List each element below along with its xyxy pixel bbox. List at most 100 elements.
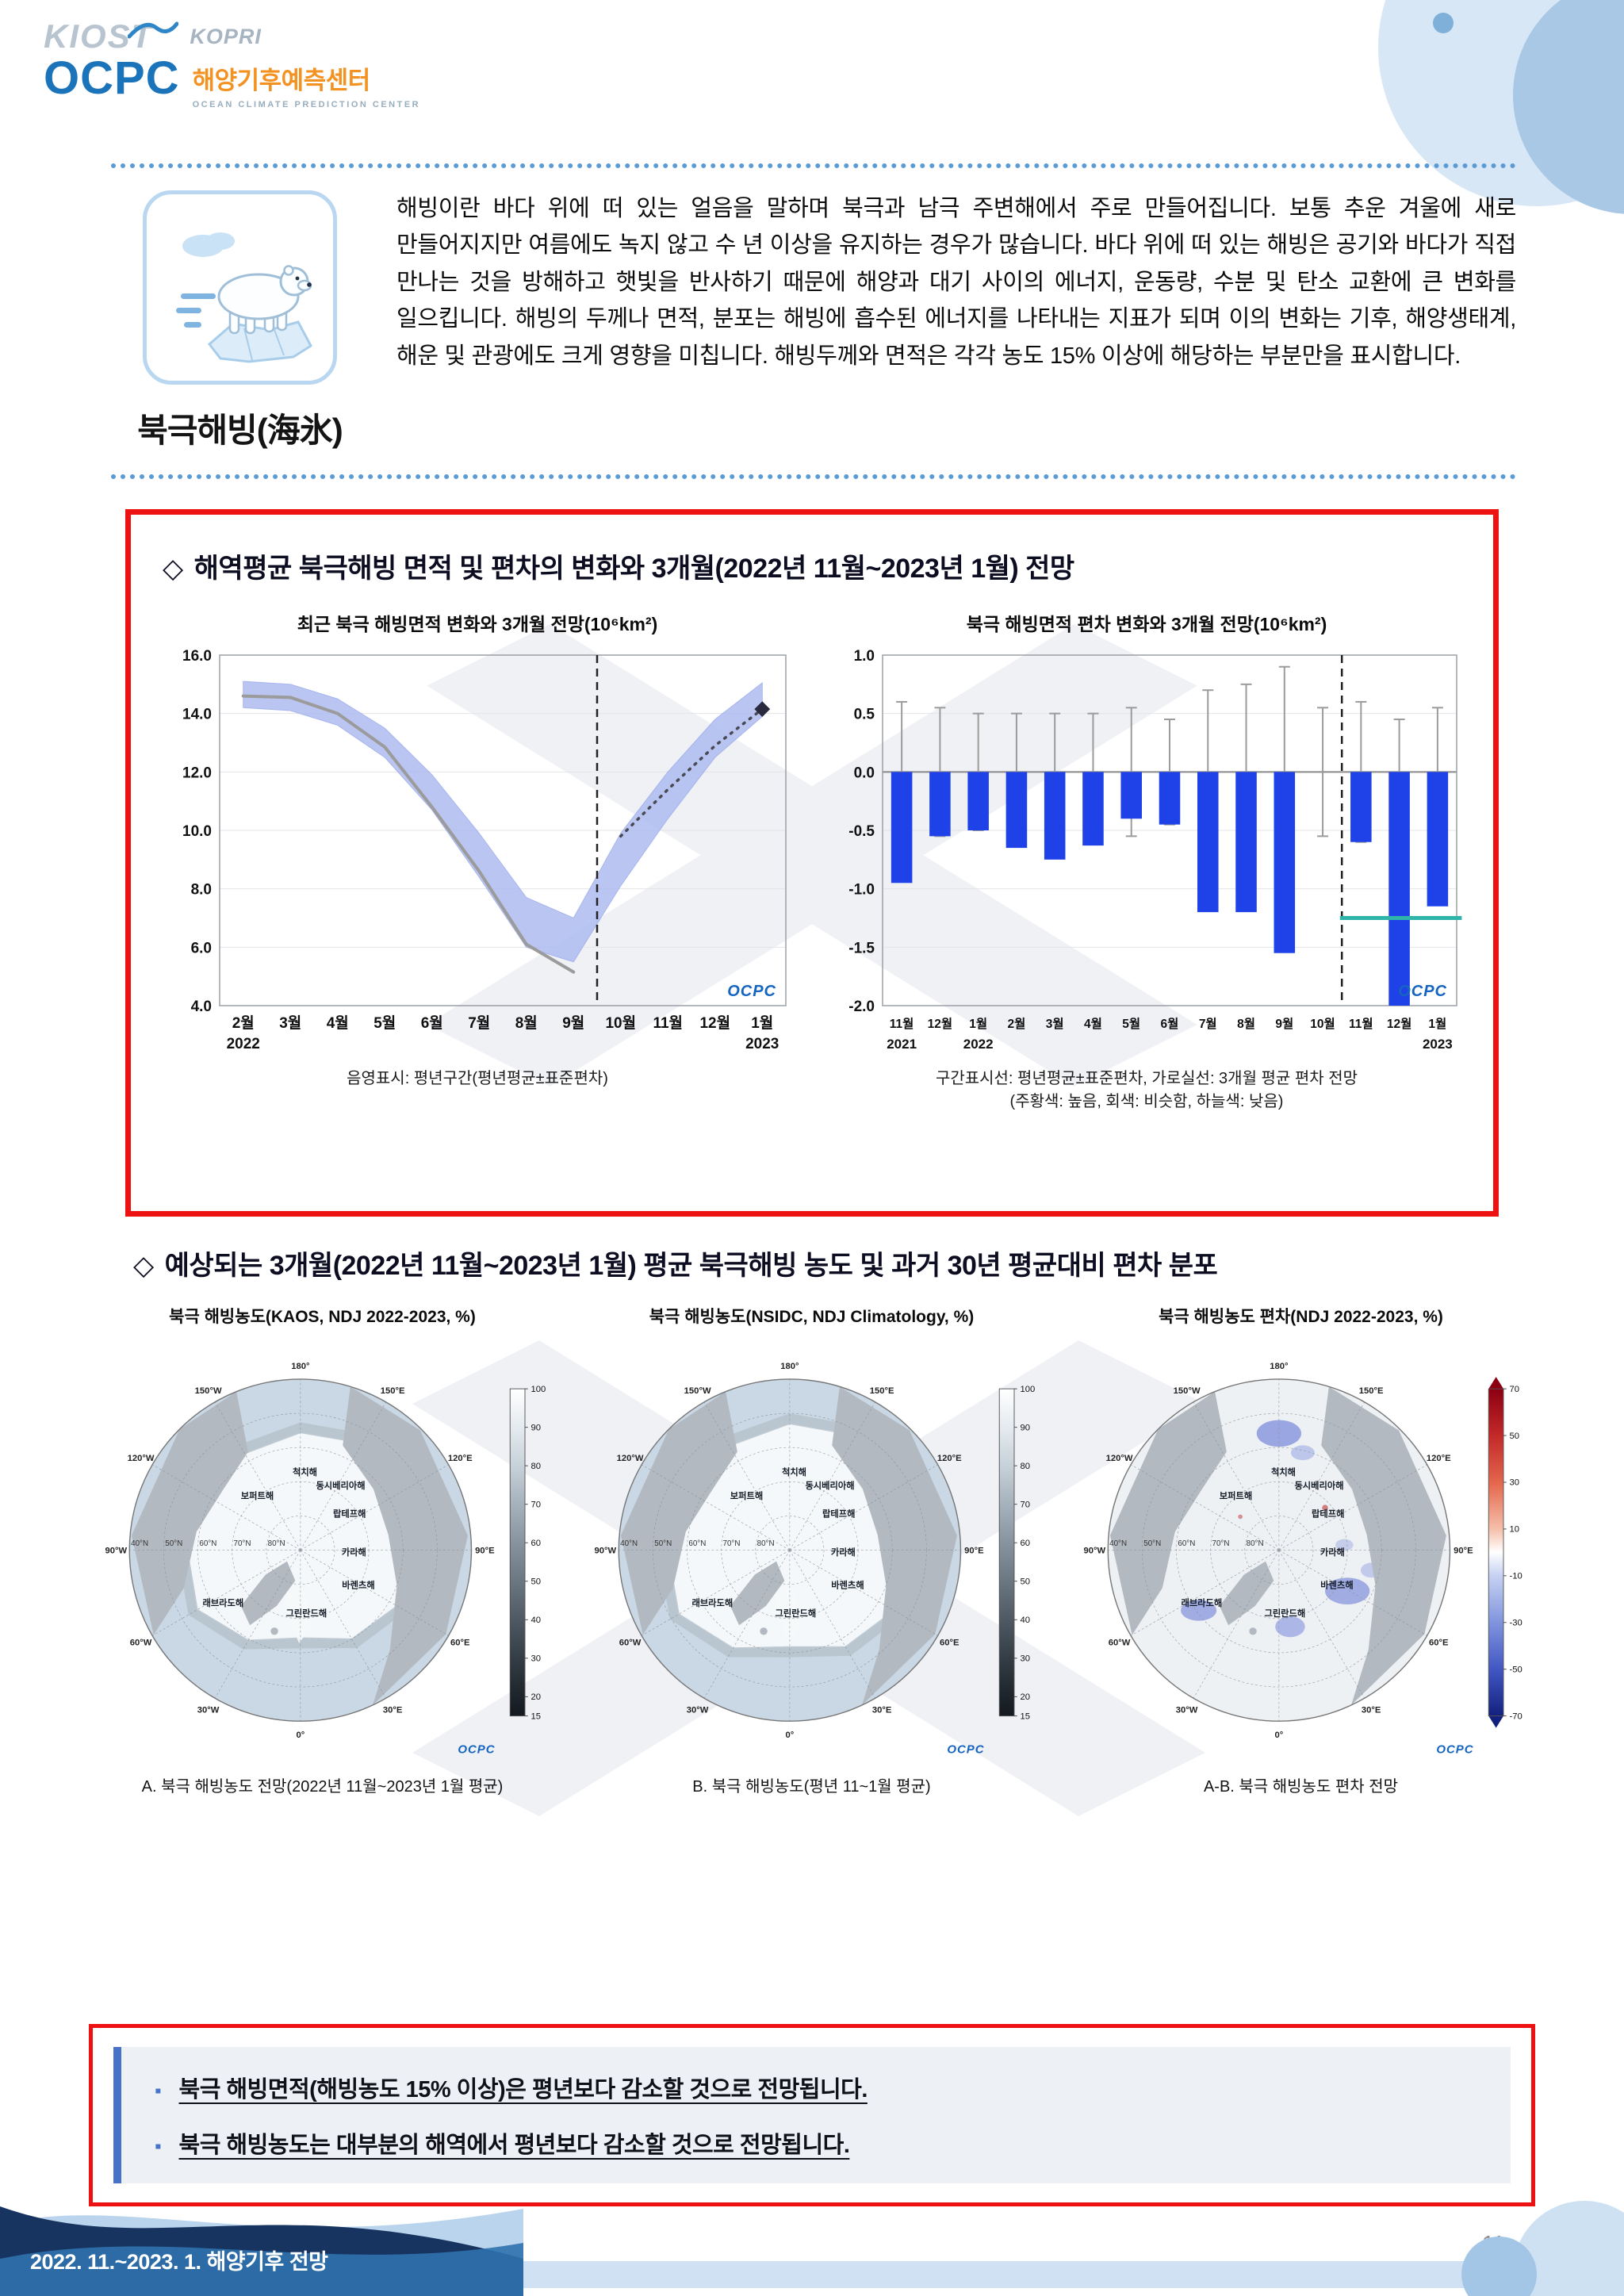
charts-row: 최근 북극 해빙면적 변화와 3개월 전망(10⁶km²) 16.0 14.0 12… <box>151 609 1473 1114</box>
svg-text:60°E: 60°E <box>1428 1639 1448 1648</box>
svg-text:-50: -50 <box>1509 1665 1522 1674</box>
ocpc-mark: OCPC <box>458 1743 495 1757</box>
header: KIOST KOPRI OCPC 해양기후예측센터 OCEAN CLIMATE … <box>44 17 420 109</box>
svg-text:11월: 11월 <box>890 1017 914 1031</box>
bar <box>967 772 989 830</box>
svg-text:20: 20 <box>530 1692 541 1702</box>
negative-anomaly-patch <box>1290 1445 1315 1461</box>
summary-bullet-1: ▪ 북극 해빙면적(해빙농도 15% 이상)은 평년보다 감소할 것으로 전망됩… <box>155 2077 868 2102</box>
svg-text:30°W: 30°W <box>686 1706 708 1715</box>
negative-anomaly-patch <box>1335 1539 1354 1551</box>
svg-text:150°W: 150°W <box>1173 1386 1200 1396</box>
bar <box>1044 772 1066 860</box>
svg-text:4월: 4월 <box>327 1014 349 1032</box>
charts-box: ◇ 해역평균 북극해빙 면적 및 편차의 변화와 3개월(2022년 11월~20… <box>125 509 1499 1217</box>
svg-text:40°N: 40°N <box>620 1539 638 1548</box>
negative-anomaly-patch <box>1324 1577 1369 1604</box>
svg-text:60°W: 60°W <box>129 1639 151 1648</box>
ocpc-korean-name: 해양기후예측센터 <box>192 67 371 94</box>
svg-text:90°E: 90°E <box>964 1546 984 1555</box>
svg-text:4월: 4월 <box>1084 1017 1102 1031</box>
svg-text:0°: 0° <box>785 1731 794 1740</box>
svg-text:50°N: 50°N <box>654 1539 672 1548</box>
footer-title: 2022. 11.~2023. 1. 해양기후 전망 <box>30 2250 328 2274</box>
svg-text:90°E: 90°E <box>475 1546 495 1555</box>
svg-text:1월: 1월 <box>969 1017 987 1031</box>
ocpc-mark: OCPC <box>1398 983 1447 1000</box>
svg-text:80: 80 <box>530 1462 541 1471</box>
svg-text:50: 50 <box>1020 1577 1030 1587</box>
intro-section: 북극해빙(海氷) 해빙이란 바다 위에 떠 있는 얼음을 말하며 북극과 남극 … <box>119 190 1516 452</box>
bar <box>1388 772 1410 1006</box>
svg-text:2023: 2023 <box>1423 1037 1453 1052</box>
svg-text:랍테프해: 랍테프해 <box>1312 1508 1344 1519</box>
svg-text:180°: 180° <box>780 1362 799 1371</box>
deco-dot <box>1433 13 1454 33</box>
map-panel-ab: 북극 해빙농도 편차(NDJ 2022-2023, %) 180° 150°W 15… <box>1056 1304 1545 1796</box>
svg-text:11월: 11월 <box>1349 1017 1373 1031</box>
svg-text:180°: 180° <box>291 1362 310 1371</box>
svg-text:-2.0: -2.0 <box>848 999 875 1015</box>
polar-map-anomaly: 180° 150°W 150°E 120°W 120°E 90°W 90°E 60°W 60°E… <box>1083 1362 1522 1757</box>
svg-text:척치해: 척치해 <box>1270 1466 1295 1478</box>
svg-text:15: 15 <box>530 1711 541 1721</box>
svg-text:120°E: 120°E <box>447 1454 472 1463</box>
svg-text:30: 30 <box>530 1654 541 1664</box>
bar <box>1197 772 1219 913</box>
svg-text:40: 40 <box>530 1616 541 1625</box>
ocpc-mark: OCPC <box>727 983 776 1000</box>
svg-text:150°W: 150°W <box>684 1386 710 1396</box>
summary-box: ▪ 북극 해빙면적(해빙농도 15% 이상)은 평년보다 감소할 것으로 전망됩… <box>89 2024 1535 2206</box>
bar <box>929 772 951 837</box>
map-a-caption: A. 북극 해빙농도 전망(2022년 11월~2023년 1월 평균) <box>141 1778 504 1796</box>
svg-text:60°E: 60°E <box>450 1639 469 1648</box>
svg-text:6.0: 6.0 <box>191 940 212 956</box>
svg-text:5월: 5월 <box>373 1014 396 1032</box>
chart-anomaly-figure: 북극 해빙면적 편차 변화와 3개월 전망(10⁶km²) 1.0 0.5 0.0 -… <box>821 609 1473 1114</box>
ocpc-mark: OCPC <box>1436 1743 1473 1757</box>
svg-text:2023: 2023 <box>745 1036 779 1052</box>
chart-extent-title: 최근 북극 해빙면적 변화와 3개월 전망(10⁶km²) <box>297 614 658 634</box>
svg-text:카라해: 카라해 <box>1320 1547 1344 1558</box>
svg-text:16.0: 16.0 <box>182 648 212 665</box>
svg-text:150°E: 150°E <box>1358 1386 1383 1396</box>
svg-text:3월: 3월 <box>279 1014 301 1032</box>
svg-text:50°N: 50°N <box>1143 1539 1161 1548</box>
svg-text:래브라도해: 래브라도해 <box>1181 1597 1222 1608</box>
map-panel-a: 북극 해빙농도(KAOS, NDJ 2022-2023, %) 180° 150°… <box>78 1304 567 1796</box>
svg-text:6월: 6월 <box>421 1014 443 1032</box>
svg-text:9월: 9월 <box>562 1014 584 1032</box>
kiost-logo: KIOST <box>44 17 154 55</box>
svg-text:180°: 180° <box>1270 1362 1289 1371</box>
svg-text:0°: 0° <box>296 1731 304 1740</box>
dotted-separator-bottom <box>111 474 1516 479</box>
svg-text:래브라도해: 래브라도해 <box>691 1597 733 1608</box>
svg-text:30°E: 30°E <box>871 1706 891 1715</box>
svg-text:3월: 3월 <box>1046 1017 1064 1031</box>
bar <box>1082 772 1104 846</box>
colorbar <box>509 1388 525 1717</box>
svg-text:2월: 2월 <box>232 1014 255 1032</box>
svg-text:70°N: 70°N <box>233 1539 251 1548</box>
positive-anomaly-patch <box>1321 1504 1328 1511</box>
land-iceland <box>1248 1627 1257 1635</box>
svg-text:40°N: 40°N <box>1109 1539 1127 1548</box>
svg-text:랍테프해: 랍테프해 <box>822 1508 855 1519</box>
svg-text:30°W: 30°W <box>1175 1706 1197 1715</box>
map-ab-title: 북극 해빙농도 편차(NDJ 2022-2023, %) <box>1159 1308 1443 1326</box>
svg-text:90°W: 90°W <box>105 1546 127 1555</box>
svg-text:8월: 8월 <box>1237 1017 1255 1031</box>
svg-text:30°E: 30°E <box>382 1706 402 1715</box>
svg-text:12월: 12월 <box>699 1014 730 1032</box>
svg-text:80: 80 <box>1020 1462 1030 1471</box>
svg-text:2022: 2022 <box>227 1036 260 1052</box>
svg-text:-70: -70 <box>1509 1711 1522 1721</box>
svg-text:50: 50 <box>1509 1432 1519 1441</box>
bar <box>1120 772 1143 819</box>
svg-text:80°N: 80°N <box>267 1539 285 1548</box>
svg-text:60°E: 60°E <box>939 1639 959 1648</box>
land-north-america <box>131 1391 248 1635</box>
svg-text:카라해: 카라해 <box>830 1547 855 1558</box>
polar-map-forecast: 180° 150°W 150°E 120°W 120°E 90°W 90°E 60°W 60°E… <box>105 1362 546 1757</box>
